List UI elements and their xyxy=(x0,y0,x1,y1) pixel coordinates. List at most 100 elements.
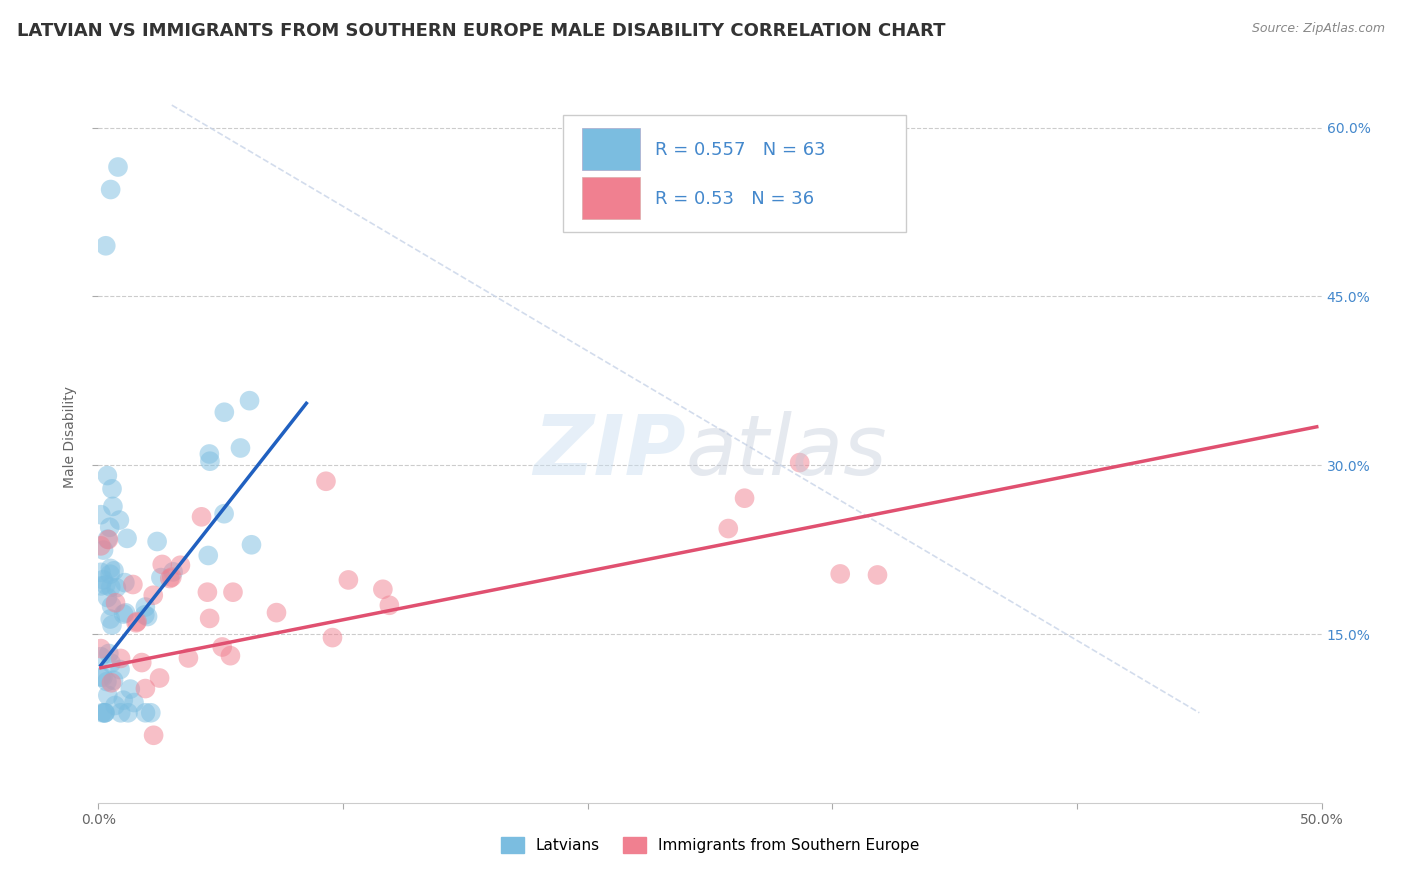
Point xyxy=(90,539,112,553)
Point xyxy=(238,393,260,408)
Point xyxy=(139,706,162,720)
Point xyxy=(101,618,124,632)
Point xyxy=(197,549,219,563)
Point xyxy=(98,520,121,534)
Point xyxy=(112,693,135,707)
Point xyxy=(198,454,221,468)
Point xyxy=(100,580,122,594)
Point xyxy=(91,573,114,587)
FancyBboxPatch shape xyxy=(582,177,640,219)
Point xyxy=(134,607,156,622)
Point xyxy=(90,508,112,522)
Point xyxy=(214,405,236,419)
Point xyxy=(371,582,394,597)
Point xyxy=(142,588,165,602)
Point xyxy=(134,706,156,720)
Point xyxy=(98,567,121,582)
Point xyxy=(219,648,242,663)
Point xyxy=(142,728,165,742)
Point xyxy=(104,698,127,713)
Point xyxy=(97,533,120,547)
Point xyxy=(90,649,112,664)
Point xyxy=(134,600,156,615)
Point xyxy=(91,706,114,720)
Point xyxy=(107,160,129,174)
Point xyxy=(103,564,125,578)
Point xyxy=(136,609,159,624)
Point xyxy=(94,706,117,720)
Point xyxy=(103,673,125,688)
Point xyxy=(131,656,153,670)
Point xyxy=(717,522,740,536)
Point xyxy=(97,647,120,661)
Text: R = 0.557   N = 63: R = 0.557 N = 63 xyxy=(655,141,825,159)
Point xyxy=(90,579,112,593)
Point xyxy=(115,532,138,546)
Point xyxy=(866,568,889,582)
Point xyxy=(149,571,172,585)
Point xyxy=(110,706,132,720)
Point xyxy=(100,182,122,196)
Point xyxy=(94,578,117,592)
Text: atlas: atlas xyxy=(686,411,887,492)
Point xyxy=(321,631,343,645)
Point xyxy=(122,696,145,710)
Point xyxy=(120,682,142,697)
Point xyxy=(108,513,131,527)
Point xyxy=(100,656,122,670)
Point xyxy=(198,447,221,461)
Point xyxy=(110,651,132,665)
Point xyxy=(100,561,122,575)
Point xyxy=(190,509,212,524)
Point xyxy=(98,612,121,626)
Point xyxy=(198,611,221,625)
Point xyxy=(108,663,131,677)
Point xyxy=(114,606,136,620)
Point xyxy=(90,566,112,580)
Y-axis label: Male Disability: Male Disability xyxy=(63,386,77,488)
FancyBboxPatch shape xyxy=(564,115,905,232)
Text: R = 0.53   N = 36: R = 0.53 N = 36 xyxy=(655,190,814,208)
Point xyxy=(830,566,852,581)
Point xyxy=(162,565,184,579)
Point xyxy=(789,456,811,470)
Point xyxy=(212,507,235,521)
Point xyxy=(93,706,115,720)
Point xyxy=(734,491,756,506)
Point xyxy=(105,581,128,595)
Point xyxy=(122,577,145,591)
Text: LATVIAN VS IMMIGRANTS FROM SOUTHERN EUROPE MALE DISABILITY CORRELATION CHART: LATVIAN VS IMMIGRANTS FROM SOUTHERN EURO… xyxy=(17,22,945,40)
Point xyxy=(146,534,169,549)
Point xyxy=(197,585,219,599)
FancyBboxPatch shape xyxy=(582,128,640,170)
Point xyxy=(315,475,337,489)
Point xyxy=(96,468,118,483)
Point xyxy=(96,591,118,605)
Point xyxy=(378,599,401,613)
Point xyxy=(100,675,122,690)
Point xyxy=(114,575,136,590)
Point xyxy=(240,538,263,552)
Point xyxy=(134,681,156,696)
Point xyxy=(93,706,115,720)
Point xyxy=(150,558,173,572)
Point xyxy=(96,674,118,689)
Point xyxy=(117,706,139,720)
Point xyxy=(177,651,200,665)
Point xyxy=(160,570,183,584)
Point xyxy=(125,615,148,630)
Point xyxy=(112,607,135,621)
Point xyxy=(97,689,120,703)
Point xyxy=(266,606,288,620)
Legend: Latvians, Immigrants from Southern Europe: Latvians, Immigrants from Southern Europ… xyxy=(494,830,927,861)
Point xyxy=(211,640,233,654)
Point xyxy=(101,482,124,496)
Point xyxy=(222,585,245,599)
Point xyxy=(104,596,127,610)
Point xyxy=(96,532,118,546)
Point xyxy=(93,543,115,558)
Point xyxy=(169,558,191,573)
Text: Source: ZipAtlas.com: Source: ZipAtlas.com xyxy=(1251,22,1385,36)
Point xyxy=(91,670,114,684)
Text: ZIP: ZIP xyxy=(533,411,686,492)
